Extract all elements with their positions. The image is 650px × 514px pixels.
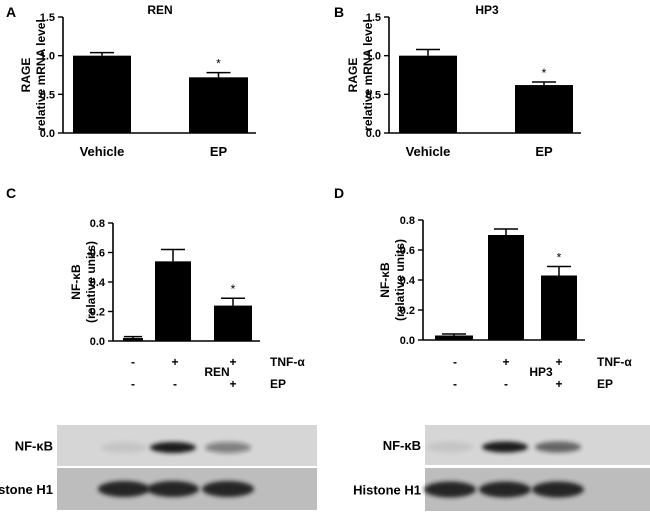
significance-marker: * bbox=[231, 282, 236, 296]
y-tick-label: 0.4 bbox=[400, 275, 416, 287]
blot-label-nfkb: NF-κB bbox=[15, 439, 53, 454]
panel-title: REN bbox=[147, 3, 172, 17]
y-tick-label: 0.2 bbox=[400, 305, 415, 317]
y-tick-label: 1.5 bbox=[366, 12, 381, 24]
blot-label-histone: Histone H1 bbox=[353, 483, 421, 498]
significance-marker: * bbox=[557, 251, 562, 265]
blot-band-nfkb bbox=[205, 442, 251, 453]
y-tick-label: 0.8 bbox=[400, 215, 415, 227]
condition-sign: - bbox=[453, 377, 457, 391]
y-axis-label-line: RAGE bbox=[346, 58, 360, 93]
y-axis-label-line: relative mRNA level bbox=[361, 19, 375, 131]
blot-band-histone bbox=[147, 481, 199, 497]
condition-sign: + bbox=[555, 377, 562, 391]
x-category-label: Vehicle bbox=[406, 144, 451, 159]
bar bbox=[488, 235, 524, 340]
x-category-label: Vehicle bbox=[80, 144, 125, 159]
condition-sign: + bbox=[502, 355, 509, 369]
blot-band-histone bbox=[202, 481, 254, 497]
y-tick-label: 0.6 bbox=[400, 245, 415, 257]
panel-title: REN bbox=[204, 365, 229, 379]
bar bbox=[399, 55, 457, 133]
y-axis-label-line: NF-κB bbox=[378, 262, 392, 298]
bar bbox=[123, 338, 143, 341]
y-axis-label-line: (relative units) bbox=[84, 241, 98, 323]
condition-sign: - bbox=[131, 377, 135, 391]
panel-title: HP3 bbox=[475, 3, 499, 17]
condition-sign: + bbox=[229, 355, 236, 369]
y-tick-label: 0.0 bbox=[366, 128, 381, 140]
y-tick-label: 0.8 bbox=[90, 218, 105, 230]
y-axis-label-line: (relative units) bbox=[393, 239, 407, 321]
condition-label: TNF-α bbox=[597, 355, 632, 369]
blot-band-nfkb bbox=[150, 442, 196, 453]
condition-label: EP bbox=[597, 377, 613, 391]
y-tick-label: 0.6 bbox=[90, 248, 105, 260]
y-tick-label: 1.5 bbox=[40, 12, 55, 24]
bar bbox=[73, 55, 131, 133]
y-axis-label-line: relative mRNA level bbox=[34, 19, 48, 131]
blot-label-histone: Histone H1 bbox=[0, 482, 53, 497]
y-axis-label-line: NF-κB bbox=[69, 264, 83, 300]
significance-marker: * bbox=[216, 57, 221, 71]
bar bbox=[515, 85, 573, 133]
y-tick-label: 0.0 bbox=[90, 336, 105, 348]
condition-sign: + bbox=[229, 377, 236, 391]
blot-band-histone bbox=[532, 481, 584, 498]
blot-band-histone bbox=[424, 481, 476, 498]
blot-band-nfkb bbox=[482, 441, 528, 453]
y-tick-label: 1.0 bbox=[366, 51, 381, 63]
bar bbox=[541, 275, 577, 340]
bar bbox=[189, 77, 248, 133]
y-tick-label: 0.5 bbox=[366, 89, 381, 101]
condition-label: TNF-α bbox=[270, 355, 305, 369]
panel-label: D bbox=[334, 185, 344, 201]
y-tick-label: 0.0 bbox=[40, 128, 55, 140]
condition-sign: - bbox=[504, 377, 508, 391]
panel-title: HP3 bbox=[529, 365, 553, 379]
blot-band-nfkb bbox=[427, 441, 473, 453]
bar bbox=[435, 335, 473, 340]
condition-sign: - bbox=[131, 355, 135, 369]
y-tick-label: 0.2 bbox=[90, 307, 105, 319]
panel-label: C bbox=[6, 185, 16, 201]
y-tick-label: 1.0 bbox=[40, 51, 55, 63]
blot-label-nfkb: NF-κB bbox=[383, 438, 421, 453]
y-tick-label: 0.5 bbox=[40, 89, 55, 101]
bar bbox=[155, 261, 191, 341]
condition-sign: + bbox=[171, 355, 178, 369]
y-tick-label: 0.0 bbox=[400, 335, 415, 347]
blot-band-histone bbox=[479, 481, 531, 498]
y-tick-label: 0.4 bbox=[90, 277, 106, 289]
bar bbox=[214, 305, 252, 341]
condition-sign: + bbox=[555, 355, 562, 369]
blot-band-nfkb bbox=[535, 441, 581, 453]
x-category-label: EP bbox=[210, 144, 228, 159]
condition-sign: - bbox=[453, 355, 457, 369]
blot-band-histone bbox=[98, 481, 150, 497]
significance-marker: * bbox=[542, 66, 547, 80]
blot-band-nfkb bbox=[101, 442, 147, 453]
panel-label: B bbox=[334, 4, 344, 20]
panel-label: A bbox=[6, 4, 16, 20]
condition-sign: - bbox=[173, 377, 177, 391]
x-category-label: EP bbox=[535, 144, 553, 159]
y-axis-label-line: RAGE bbox=[19, 58, 33, 93]
condition-label: EP bbox=[270, 377, 286, 391]
